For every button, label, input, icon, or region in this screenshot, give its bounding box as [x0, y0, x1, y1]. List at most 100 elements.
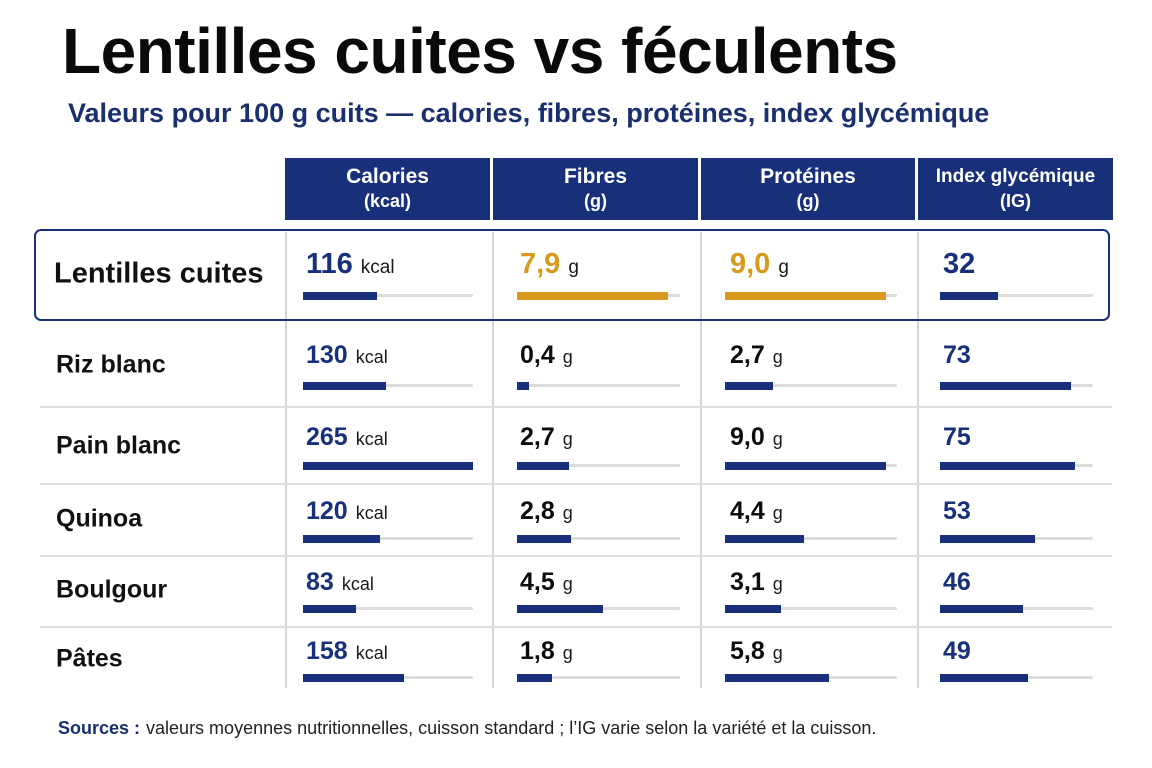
- cell-value-ig: 49: [943, 639, 971, 664]
- highlight-row-frame: [34, 229, 1110, 321]
- column-divider: [917, 232, 919, 688]
- value-unit: kcal: [355, 503, 388, 523]
- bar-track: [303, 673, 473, 682]
- bar-proteines: [725, 673, 829, 682]
- column-header-label: Protéines: [760, 165, 856, 188]
- cell-value-fibres: 7,9 g: [520, 250, 579, 279]
- value-unit: kcal: [355, 347, 388, 367]
- bar-fibres: [517, 291, 669, 300]
- bar-track: [725, 461, 897, 470]
- value-number: 46: [943, 568, 971, 596]
- sources-text: valeurs moyennes nutritionnelles, cuisso…: [146, 718, 877, 738]
- value-unit: g: [772, 503, 783, 523]
- bar-fibres: [517, 534, 571, 543]
- value-number: 5,8: [730, 637, 765, 665]
- page-subtitle: Valeurs pour 100 g cuits — calories, fib…: [68, 98, 990, 128]
- value-unit: g: [562, 643, 573, 663]
- cell-value-ig: 32: [943, 250, 975, 279]
- bar-kcal: [303, 381, 387, 390]
- row-label: Pâtes: [56, 644, 123, 673]
- cell-value-ig: 53: [943, 499, 971, 524]
- bar-track: [303, 461, 473, 470]
- bar-track: [940, 291, 1093, 300]
- bar-kcal: [303, 604, 357, 613]
- bar-track: [303, 534, 473, 543]
- bar-track: [940, 604, 1093, 613]
- bar-kcal: [303, 291, 378, 300]
- cell-value-fibres: 1,8 g: [520, 639, 573, 664]
- bar-ig: [940, 673, 1029, 682]
- bar-track: [725, 673, 897, 682]
- value-number: 9,0: [730, 423, 765, 451]
- cell-value-proteines: 2,7 g: [730, 343, 783, 368]
- column-divider: [700, 232, 702, 688]
- bar-track: [725, 534, 897, 543]
- bar-track: [725, 381, 897, 390]
- cell-value-proteines: 9,0 g: [730, 425, 783, 450]
- cell-value-fibres: 2,7 g: [520, 425, 573, 450]
- value-unit: g: [778, 257, 789, 278]
- value-number: 9,0: [730, 248, 771, 280]
- column-header-ig: Index glycémique (IG): [918, 158, 1113, 220]
- bar-ig: [940, 381, 1072, 390]
- cell-value-proteines: 5,8 g: [730, 639, 783, 664]
- bar-ig: [940, 291, 998, 300]
- bar-track: [303, 381, 473, 390]
- bar-track: [725, 604, 897, 613]
- bar-proteines: [725, 534, 804, 543]
- bar-track: [517, 534, 680, 543]
- cell-value-kcal: 116 kcal: [306, 250, 395, 279]
- value-number: 75: [943, 423, 971, 451]
- value-number: 2,8: [520, 497, 555, 525]
- bar-track: [940, 534, 1093, 543]
- bar-track: [517, 461, 680, 470]
- cell-value-kcal: 83 kcal: [306, 570, 374, 595]
- column-header-unit: (g): [796, 191, 820, 211]
- row-label: Pain blanc: [56, 431, 182, 460]
- row-divider: [40, 483, 1112, 485]
- cell-value-ig: 73: [943, 343, 971, 368]
- bar-track: [940, 461, 1093, 470]
- column-header-label: Fibres: [563, 165, 628, 188]
- bar-track: [517, 673, 680, 682]
- cell-value-kcal: 158 kcal: [306, 639, 388, 664]
- bar-fibres: [517, 381, 529, 390]
- bar-fibres: [517, 461, 569, 470]
- column-divider: [285, 232, 287, 688]
- value-number: 265: [306, 423, 348, 451]
- column-header-proteines: Protéines (g): [701, 158, 915, 220]
- value-unit: kcal: [355, 429, 388, 449]
- bar-kcal: [303, 461, 473, 470]
- cell-value-proteines: 3,1 g: [730, 570, 783, 595]
- value-number: 83: [306, 568, 334, 596]
- value-unit: kcal: [360, 257, 395, 278]
- bar-kcal: [303, 534, 380, 543]
- bar-ig: [940, 534, 1036, 543]
- value-unit: kcal: [341, 574, 374, 594]
- row-label: Riz blanc: [56, 350, 166, 379]
- bar-track: [725, 291, 897, 300]
- value-unit: g: [772, 429, 783, 449]
- bar-track: [517, 381, 680, 390]
- cell-value-proteines: 4,4 g: [730, 499, 783, 524]
- value-unit: kcal: [355, 643, 388, 663]
- value-number: 3,1: [730, 568, 765, 596]
- bar-proteines: [725, 604, 781, 613]
- column-header-kcal: Calories (kcal): [285, 158, 490, 220]
- value-number: 130: [306, 341, 348, 369]
- bar-track: [517, 604, 680, 613]
- value-unit: g: [772, 643, 783, 663]
- row-label: Quinoa: [56, 504, 143, 533]
- value-number: 7,9: [520, 248, 561, 280]
- value-number: 120: [306, 497, 348, 525]
- bar-track: [940, 673, 1093, 682]
- row-label: Boulgour: [56, 575, 168, 604]
- value-number: 158: [306, 637, 348, 665]
- page-title: Lentilles cuites vs féculents: [62, 15, 898, 87]
- value-number: 4,5: [520, 568, 555, 596]
- cell-value-ig: 75: [943, 425, 971, 450]
- bar-fibres: [517, 604, 604, 613]
- value-number: 116: [306, 248, 353, 280]
- value-number: 49: [943, 637, 971, 665]
- bar-track: [517, 291, 680, 300]
